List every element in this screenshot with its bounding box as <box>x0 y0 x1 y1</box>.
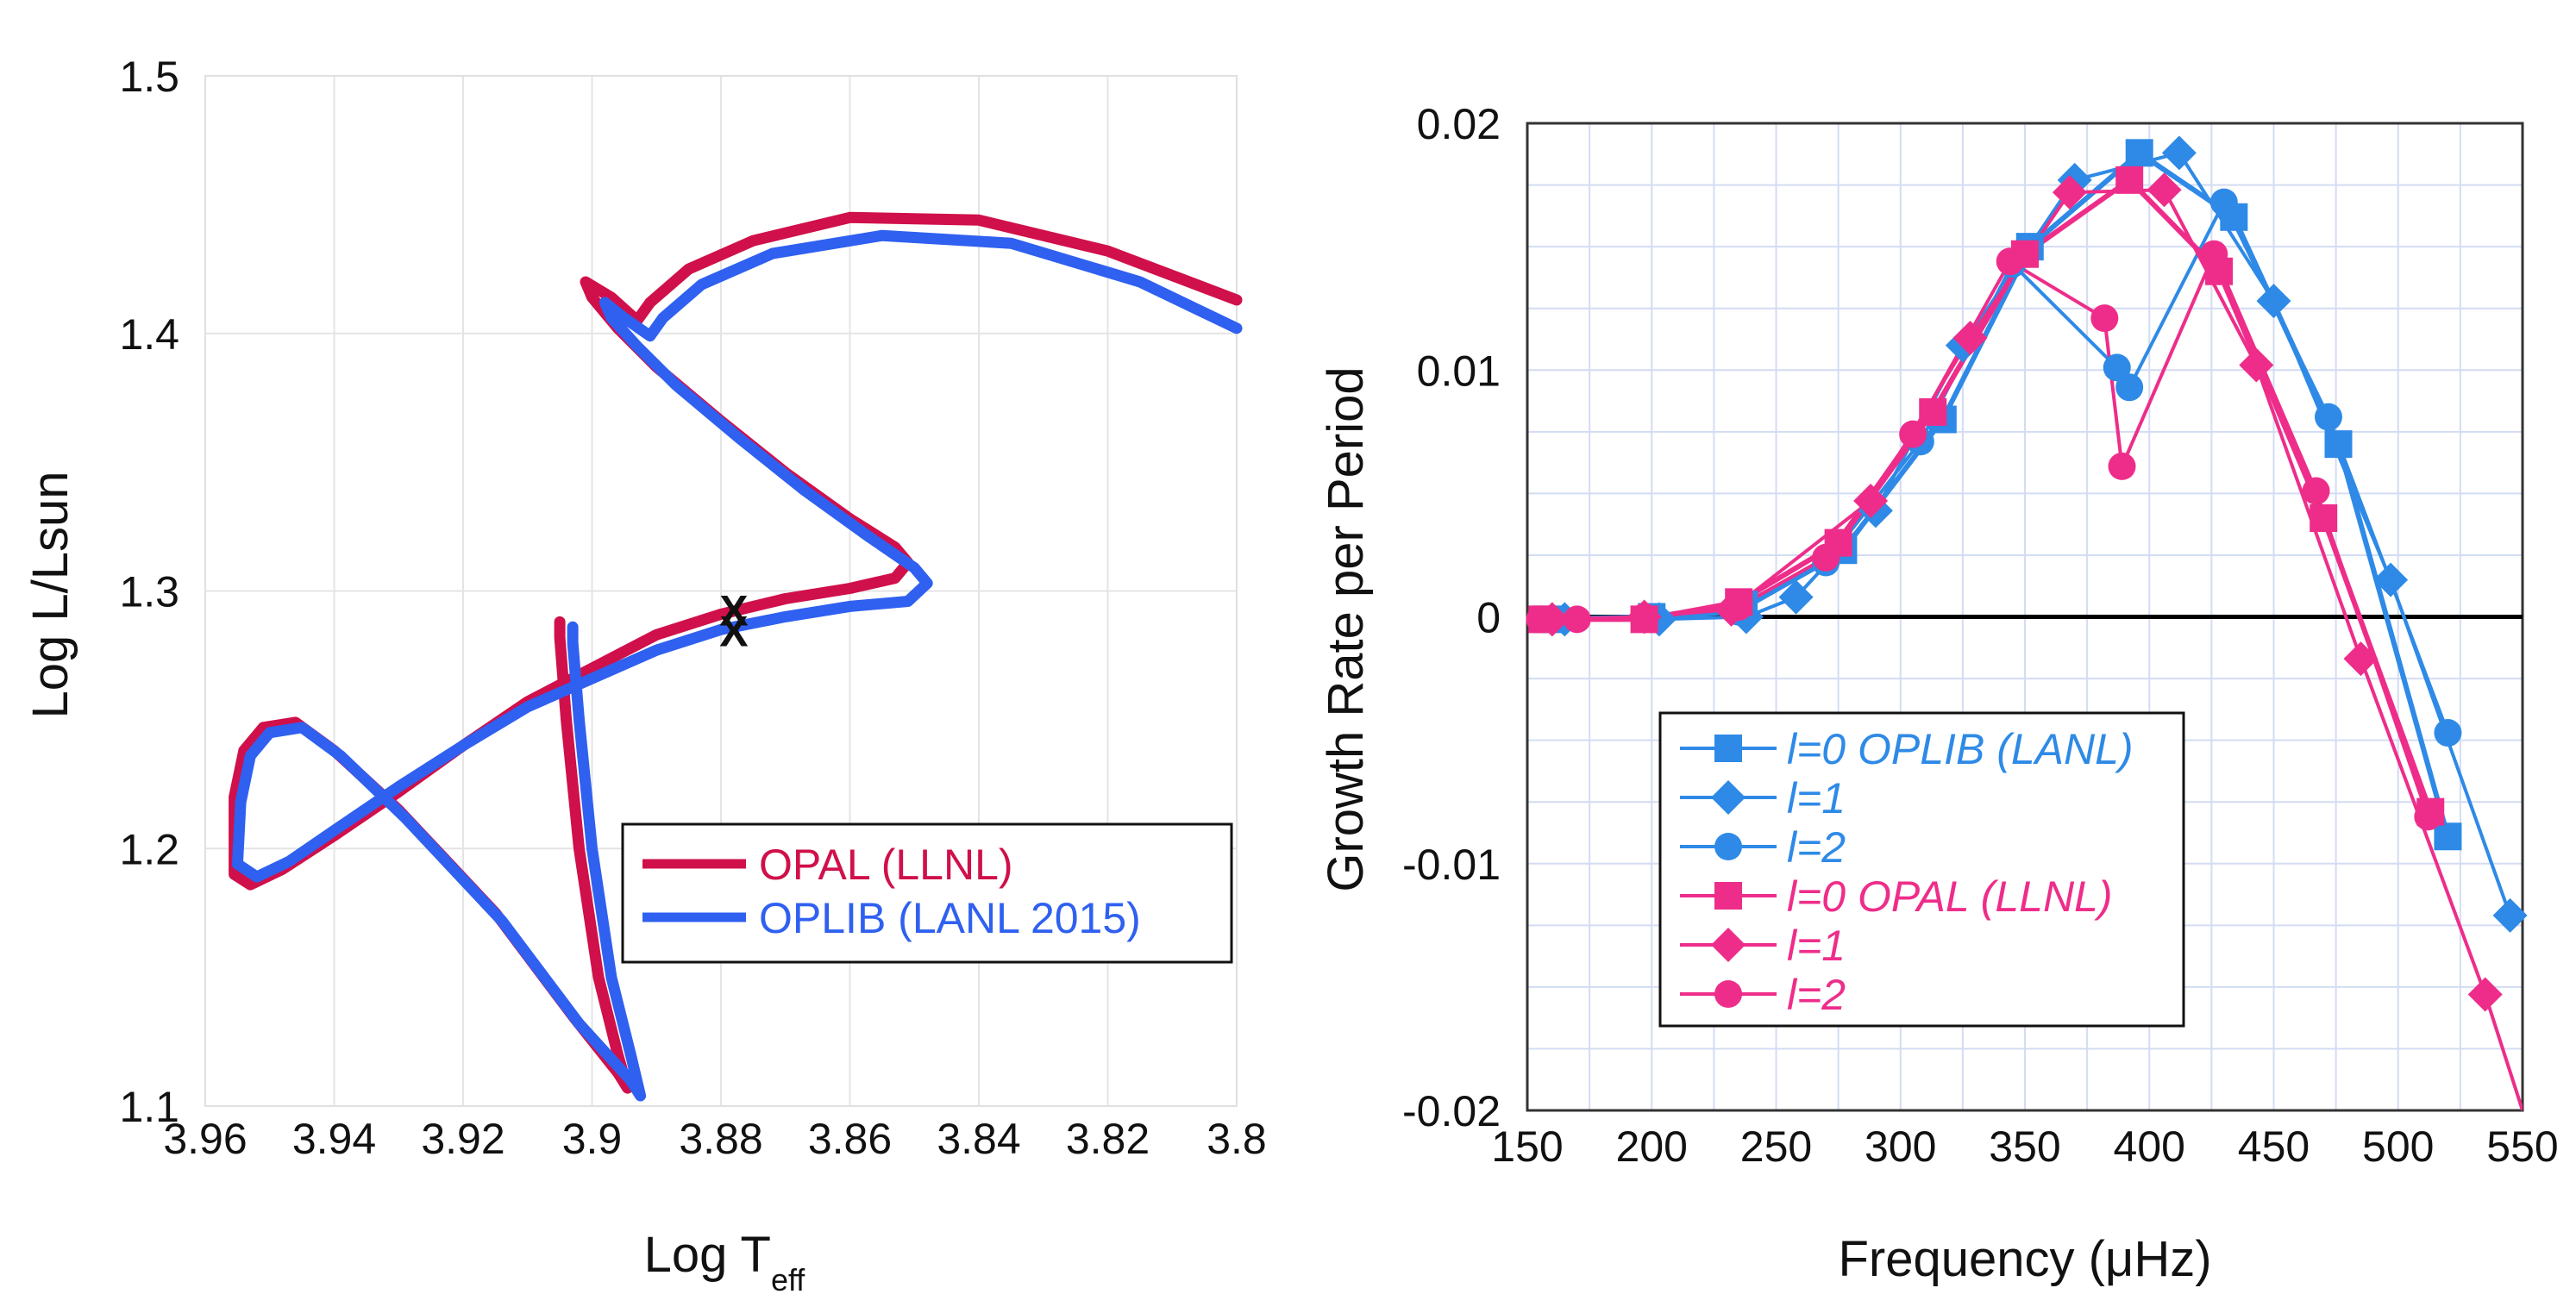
right-legend-label-2: l=2 <box>1787 823 1846 872</box>
right-point-diamond <box>2161 135 2197 171</box>
right-point-diamond <box>2256 284 2291 319</box>
right-point-circle <box>2302 477 2330 505</box>
right-point-square <box>2125 139 2153 167</box>
right-y-tick-label: -0.01 <box>1402 841 1501 889</box>
right-point-diamond <box>2373 562 2409 597</box>
right-point-circle <box>1563 605 1591 634</box>
left-x-tick-label: 3.94 <box>292 1115 376 1163</box>
right-y-tick-label: 0.02 <box>1417 100 1501 148</box>
right-x-axis-label: Frequency (μHz) <box>1838 1231 2211 1287</box>
right-y-tick-label: 0.01 <box>1417 347 1501 395</box>
right-x-tick-label: 250 <box>1740 1122 1812 1171</box>
right-y-tick-label: -0.02 <box>1402 1087 1501 1135</box>
right-point-circle <box>1899 420 1927 448</box>
right-point-diamond <box>2239 347 2274 383</box>
right-point-circle <box>1725 593 1753 622</box>
right-point-circle <box>1526 605 1554 634</box>
left-y-tick-label: 1.4 <box>119 310 179 359</box>
left-y-tick-label: 1.3 <box>119 568 179 616</box>
right-point-diamond <box>2052 175 2087 210</box>
right-legend-marker-square <box>1714 735 1742 762</box>
right-point-circle <box>2434 719 2462 747</box>
right-point-square <box>2115 166 2144 194</box>
right-x-tick-label: 500 <box>2362 1122 2434 1171</box>
track-marker-x: X <box>719 607 748 655</box>
right-legend-marker-diamond <box>1711 780 1746 815</box>
left-y-axis-label: Log L/Lsun <box>22 471 78 718</box>
left-y-tick-label: 1.5 <box>119 53 179 101</box>
right-point-circle <box>2200 240 2228 268</box>
right-point-circle <box>1996 247 2024 276</box>
left-x-tick-label: 3.82 <box>1066 1115 1150 1163</box>
right-point-diamond <box>2343 641 2379 677</box>
right-legend-label-1: l=1 <box>1787 774 1846 822</box>
right-point-diamond <box>1778 579 1814 615</box>
right-point-square <box>2310 504 2338 532</box>
right-point-circle <box>2103 353 2131 382</box>
left-plot-frame <box>204 75 1238 1107</box>
right-legend-label-0: l=0 OPLIB (LANL) <box>1787 725 2134 773</box>
legend-label-1: OPLIB (LANL 2015) <box>759 894 1141 942</box>
left-series-line-1 <box>231 229 1243 1102</box>
legend-label-0: OPAL (LLNL) <box>759 841 1013 889</box>
right-x-tick-label: 150 <box>1491 1122 1563 1171</box>
left-x-tick-label: 3.92 <box>421 1115 505 1163</box>
right-point-diamond <box>1952 321 1988 356</box>
track-marker-x: X <box>719 586 748 635</box>
left-y-tick-label: 1.2 <box>119 825 179 873</box>
right-x-tick-label: 350 <box>1989 1122 2060 1171</box>
right-legend-marker-circle <box>1714 980 1742 1008</box>
right-point-diamond <box>2147 172 2182 208</box>
right-point-circle <box>2090 304 2119 333</box>
right-point-square <box>2434 822 2462 851</box>
right-x-tick-label: 400 <box>2114 1122 2185 1171</box>
left-legend-box <box>621 822 1233 964</box>
right-legend-label-5: l=2 <box>1787 971 1846 1019</box>
right-legend-marker-square <box>1714 882 1742 910</box>
right-point-circle <box>1812 543 1840 572</box>
right-legend-box <box>1658 711 2185 1028</box>
right-point-circle <box>2414 803 2442 831</box>
right-point-diamond <box>2467 977 2503 1012</box>
left-x-tick-label: 3.88 <box>679 1115 762 1163</box>
right-point-circle <box>2314 403 2342 431</box>
right-legend-label-3: l=0 OPAL (LLNL) <box>1787 872 2113 921</box>
right-y-tick-label: 0 <box>1476 594 1501 642</box>
right-point-circle <box>2209 188 2238 216</box>
right-point-circle <box>2108 452 2136 480</box>
left-x-tick-label: 3.86 <box>808 1115 892 1163</box>
right-point-circle <box>2115 373 2144 402</box>
left-x-tick-label: 3.8 <box>1207 1115 1267 1163</box>
left-x-tick-label: 3.84 <box>937 1115 1020 1163</box>
right-point-circle <box>1630 603 1658 631</box>
right-point-diamond <box>2492 897 2528 933</box>
right-legend-marker-diamond <box>1711 928 1746 962</box>
left-x-tick-label: 3.9 <box>562 1115 623 1163</box>
right-point-square <box>2324 430 2353 459</box>
right-legend-marker-circle <box>1714 833 1742 860</box>
right-legend-label-4: l=1 <box>1787 922 1846 970</box>
right-x-tick-label: 300 <box>1865 1122 1936 1171</box>
left-y-tick-label: 1.1 <box>119 1083 179 1131</box>
right-y-axis-label: Growth Rate per Period <box>1318 366 1374 891</box>
right-x-tick-label: 550 <box>2486 1122 2558 1171</box>
right-point-diamond <box>1853 483 1889 518</box>
right-x-tick-label: 450 <box>2238 1122 2310 1171</box>
left-x-axis-label: Log Teff <box>644 1227 806 1297</box>
right-point-square <box>1919 397 1947 426</box>
right-x-tick-label: 200 <box>1616 1122 1688 1171</box>
left-x-tick-label: 3.96 <box>163 1115 247 1163</box>
